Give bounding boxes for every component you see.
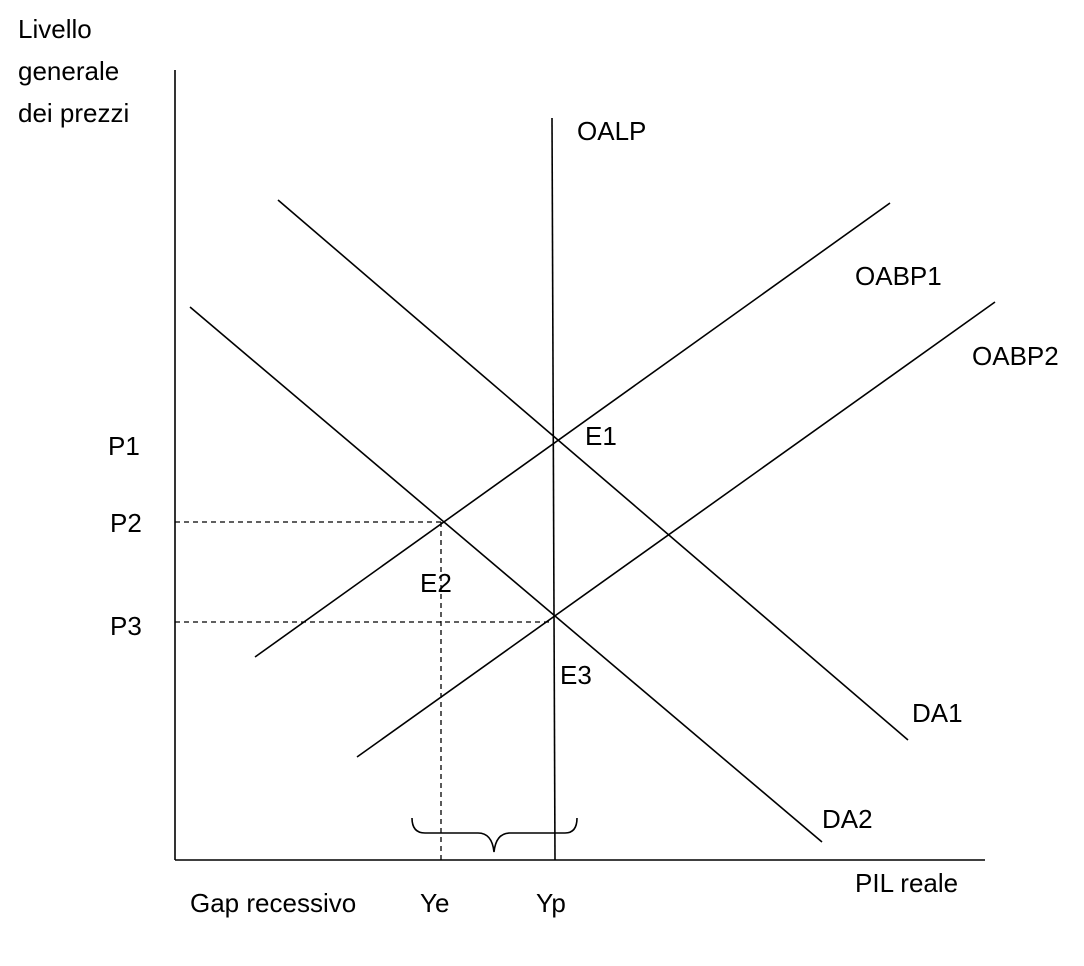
price-label: P3: [110, 611, 142, 641]
curve-label: OALP: [577, 116, 646, 146]
output-label: Yp: [536, 888, 566, 918]
curve-label: DA1: [912, 698, 963, 728]
x-axis-label: PIL reale: [855, 868, 958, 898]
sras1-line: [254, 202, 891, 658]
ad2-line: [189, 306, 823, 843]
equilibrium-label: E1: [585, 421, 617, 451]
equilibrium-label: E2: [420, 568, 452, 598]
sras2-line: [356, 301, 996, 758]
gap-brace: [411, 817, 578, 853]
gap-label: Gap recessivo: [190, 888, 356, 918]
equilibrium-label: E3: [560, 660, 592, 690]
curve-label: DA2: [822, 804, 873, 834]
y-axis-label: generale: [18, 56, 119, 86]
price-label: P2: [110, 508, 142, 538]
curve-label: OABP1: [855, 261, 942, 291]
curve-label: OABP2: [972, 341, 1059, 371]
y-axis-label: Livello: [18, 14, 92, 44]
lras-line: [551, 117, 556, 861]
y-axis-label: dei prezzi: [18, 98, 129, 128]
output-label: Ye: [420, 888, 449, 918]
ad1-line: [277, 199, 909, 741]
price-label: P1: [108, 431, 140, 461]
